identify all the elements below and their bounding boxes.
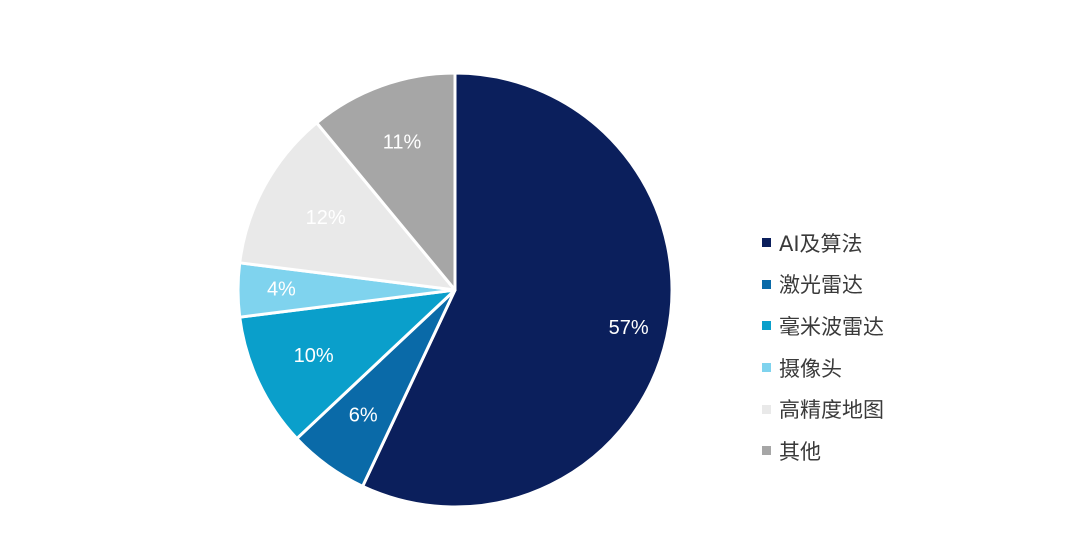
legend-label: 激光雷达 xyxy=(779,273,863,298)
legend-label: AI及算法 xyxy=(779,231,863,256)
pie-slices xyxy=(236,71,674,509)
legend-item-1: AI及算法 xyxy=(762,222,884,264)
legend-swatch xyxy=(762,279,771,289)
pie-slice-3 xyxy=(238,288,457,441)
legend-label: 摄像头 xyxy=(779,356,842,381)
legend-item-4: 摄像头 xyxy=(762,347,884,389)
legend-swatch xyxy=(762,238,771,248)
slice-label-3: 10% xyxy=(294,345,334,367)
legend-label: 毫米波雷达 xyxy=(779,314,884,339)
legend-swatch xyxy=(762,404,771,414)
legend-item-3: 毫米波雷达 xyxy=(762,305,884,347)
legend-item-5: 高精度地图 xyxy=(762,388,884,430)
legend-swatch xyxy=(762,321,771,331)
slice-label-1: 57% xyxy=(609,317,649,339)
legend-label: 高精度地图 xyxy=(779,398,884,423)
legend-swatch xyxy=(762,446,771,456)
slice-label-2: 6% xyxy=(349,405,378,427)
slice-label-6: 11% xyxy=(383,131,422,153)
pie-slice-6 xyxy=(315,71,457,292)
legend: AI及算法激光雷达毫米波雷达摄像头高精度地图其他 xyxy=(762,222,884,472)
slice-label-4: 4% xyxy=(267,278,296,300)
legend-item-2: 激光雷达 xyxy=(762,264,884,306)
slice-label-5: 12% xyxy=(306,207,346,229)
pie-slice-5 xyxy=(238,121,457,292)
legend-item-6: 其他 xyxy=(762,430,884,472)
legend-swatch xyxy=(762,363,771,373)
pie-slice-1 xyxy=(361,71,674,509)
pie-slice-labels: 57% 6% 10% 4% 12% 11% xyxy=(267,131,649,426)
legend-label: 其他 xyxy=(779,439,821,464)
